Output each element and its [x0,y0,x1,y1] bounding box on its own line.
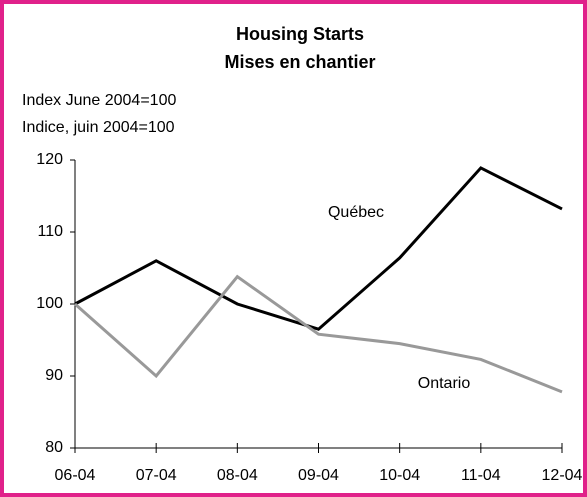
series-line [74,274,563,394]
y-tick-label: 80 [45,439,63,456]
y-tick-label: 120 [36,151,63,168]
series-line [74,166,563,331]
y-axis-label: Indice, juin 2004=100 [22,119,175,136]
y-tick-label: 110 [37,223,63,240]
x-tick-label: 09-04 [298,467,339,484]
x-tick-label: 11-04 [461,467,501,484]
x-tick-label: 06-04 [55,467,96,484]
y-tick-label: 90 [45,367,63,384]
x-tick-label: 08-04 [217,467,258,484]
x-tick-label: 07-04 [136,467,177,484]
series-label: Québec [328,204,384,221]
series-label: Ontario [418,375,471,392]
y-tick-label: 100 [36,295,63,312]
y-axis-label: Index June 2004=100 [22,92,176,109]
chart-subtitle: Mises en chantier [224,52,375,72]
x-tick-label: 12-04 [542,467,583,484]
chart-title: Housing Starts [236,24,364,44]
x-tick-label: 10-04 [379,467,420,484]
